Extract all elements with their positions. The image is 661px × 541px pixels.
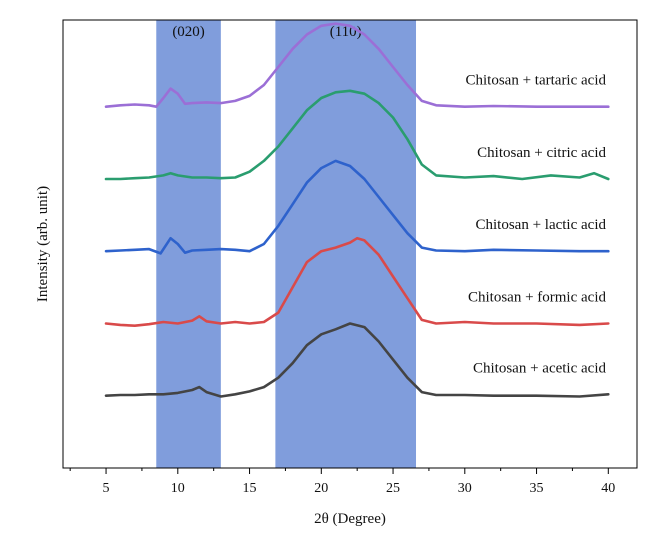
y-axis-title: Intensity (arb. unit) [35,186,51,302]
series-line-chitosan-citric-acid [104,89,610,181]
band-labels-layer: (020) (110) [172,24,361,40]
x-tick-label-5: 5 [103,481,110,496]
series-label-chitosan-tartaric-acid: Chitosan + tartaric acid [466,73,607,89]
series-label-chitosan-acetic-acid: Chitosan + acetic acid [473,360,606,376]
series-label-chitosan-formic-acid: Chitosan + formic acid [468,289,607,305]
x-axis-title: 2θ (Degree) [314,511,386,527]
series-line-chitosan-acetic-acid [104,322,610,398]
band-label-1: (020) [172,24,205,40]
x-tick-label-25: 25 [386,481,400,496]
series-line-chitosan-lactic-acid [104,159,610,255]
x-tick-label-35: 35 [530,481,544,496]
series-labels-layer: Chitosan + tartaric acid Chitosan + citri… [466,73,607,377]
x-tick-label-10: 10 [171,481,185,496]
x-ticks: 5 10 15 20 25 30 35 40 [69,468,615,496]
x-tick-label-30: 30 [458,481,472,496]
bands-layer [156,20,417,468]
x-tick-label-40: 40 [601,481,615,496]
plot-frame [62,19,638,469]
x-tick-label-20: 20 [314,481,328,496]
series-line-chitosan-formic-acid [104,236,610,328]
series-layer [104,22,610,398]
series-label-chitosan-lactic-acid: Chitosan + lactic acid [475,217,606,233]
series-line-chitosan-tartaric-acid [104,22,610,108]
series-label-chitosan-citric-acid: Chitosan + citric acid [477,145,606,161]
x-tick-label-15: 15 [243,481,257,496]
